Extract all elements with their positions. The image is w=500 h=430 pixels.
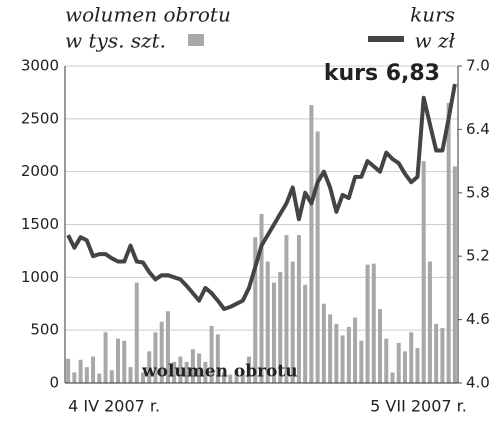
bar — [340, 335, 345, 383]
bar — [184, 361, 189, 383]
bar — [284, 235, 289, 383]
y2-tick-label: 5.8 — [466, 183, 490, 201]
y-tick-label: 2000 — [21, 162, 59, 180]
y-tick-label: 0 — [49, 374, 59, 392]
bar — [215, 334, 220, 383]
bar — [165, 311, 170, 383]
bar — [234, 370, 239, 383]
bar — [359, 340, 364, 383]
bar — [172, 361, 177, 383]
bar — [371, 263, 376, 383]
bar — [253, 237, 258, 383]
bar — [421, 161, 426, 383]
legend-swatch — [368, 36, 404, 42]
bar — [259, 213, 264, 383]
bar — [222, 372, 227, 383]
legend-swatch — [188, 34, 204, 46]
bar — [434, 323, 439, 383]
legend-unit: w zł — [415, 29, 456, 53]
bar — [209, 325, 214, 383]
bar — [203, 361, 208, 383]
x-tick-label: 5 VII 2007 r. — [370, 397, 467, 416]
bar — [265, 261, 270, 383]
bar — [296, 235, 301, 383]
y2-tick-label: 7.0 — [466, 57, 490, 75]
bar — [278, 272, 283, 383]
bar — [309, 105, 314, 383]
bar — [328, 314, 333, 383]
bar — [346, 326, 351, 383]
bar — [228, 374, 233, 383]
bar — [384, 338, 389, 383]
bar — [240, 370, 245, 383]
bar — [321, 303, 326, 383]
legend-unit: w tys. szt. — [65, 29, 166, 53]
bar — [427, 261, 432, 383]
legend-label: kurs — [410, 3, 455, 27]
bar — [97, 373, 102, 383]
bar — [103, 332, 108, 383]
bar — [84, 367, 89, 383]
annotation: wolumen obrotu — [141, 362, 298, 382]
bar — [140, 372, 145, 383]
bar — [452, 166, 457, 383]
bar — [409, 332, 414, 383]
bar — [446, 102, 451, 383]
bar — [353, 317, 358, 383]
y-tick-label: 1000 — [21, 268, 59, 286]
y2-tick-label: 5.2 — [466, 247, 490, 265]
price-line — [66, 83, 457, 311]
bar — [134, 282, 139, 383]
y-tick-label: 1500 — [21, 215, 59, 233]
bar — [365, 264, 370, 383]
bar — [440, 328, 445, 383]
bar — [178, 356, 183, 383]
y-tick-label: 2500 — [21, 109, 59, 127]
bar — [190, 349, 195, 383]
bar — [109, 370, 114, 383]
bar — [91, 356, 96, 383]
bar — [290, 261, 295, 383]
y2-tick-label: 4.0 — [466, 374, 490, 392]
bar — [247, 356, 252, 383]
y2-tick-label: 4.6 — [466, 310, 490, 328]
y-tick-label: 3000 — [21, 57, 59, 75]
bar — [334, 323, 339, 383]
bar — [128, 367, 133, 383]
bar — [159, 321, 164, 383]
bar — [197, 353, 202, 383]
bar — [415, 348, 420, 383]
y-tick-label: 500 — [30, 321, 59, 339]
bar — [315, 131, 320, 383]
bar — [378, 309, 383, 383]
bar — [66, 358, 71, 383]
legend-label: wolumen obrotu — [65, 3, 231, 27]
bar — [78, 359, 83, 383]
bar — [72, 372, 77, 383]
bar — [153, 332, 158, 383]
bar — [390, 372, 395, 383]
bar — [147, 351, 152, 383]
annotation: kurs 6,83 — [324, 61, 440, 86]
bar — [122, 340, 127, 383]
bar — [396, 342, 401, 383]
bar — [116, 338, 121, 383]
y2-tick-label: 6.4 — [466, 120, 490, 138]
bar — [271, 282, 276, 383]
bar — [303, 284, 308, 383]
x-tick-label: 4 IV 2007 r. — [68, 397, 160, 416]
bar — [402, 351, 407, 383]
